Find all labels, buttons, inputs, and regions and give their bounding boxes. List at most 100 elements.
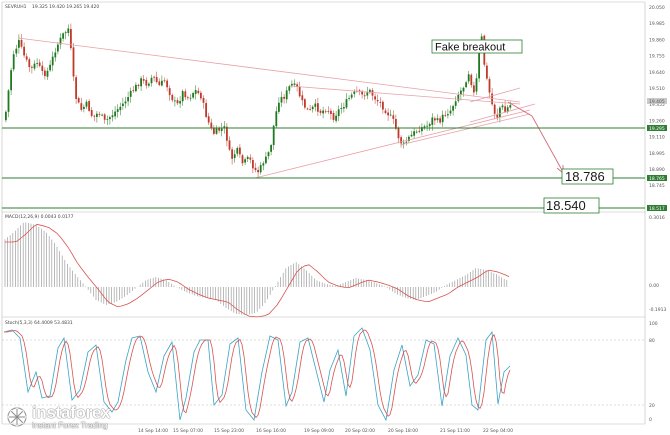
candle-body xyxy=(44,70,46,77)
candle-body xyxy=(202,98,205,103)
candle-body xyxy=(475,78,478,92)
candle-body xyxy=(447,114,449,116)
price-tick-label: 19.110 xyxy=(649,135,665,141)
candle-body xyxy=(59,37,62,45)
candle-body xyxy=(291,83,293,86)
candle-body xyxy=(244,159,246,163)
candle-body xyxy=(322,110,324,114)
candle-body xyxy=(158,81,161,86)
instaforex-logo-icon xyxy=(7,407,27,427)
candle-body xyxy=(493,104,496,114)
candle-body xyxy=(265,156,267,164)
candle-body xyxy=(135,84,137,92)
candle-body xyxy=(122,103,124,107)
descending-trendline-2 xyxy=(289,85,521,105)
candle-body xyxy=(272,125,275,146)
candle-body xyxy=(49,64,51,71)
candle-body xyxy=(36,63,38,64)
candle-body xyxy=(317,103,319,112)
price-tick-label: 19.755 xyxy=(649,54,665,60)
candle-body xyxy=(127,97,129,102)
candle-body xyxy=(176,100,179,104)
instaforex-watermark: instaforex Instant Forex Trading xyxy=(6,403,111,430)
candle-body xyxy=(496,114,499,118)
price-tick-label: 18.995 xyxy=(649,151,665,157)
support-price-tag: 19.295 xyxy=(649,126,665,132)
candle-body xyxy=(51,56,54,66)
price-tags: 19.405 19.295 18.765 18.517 xyxy=(647,98,667,212)
price-tick-label: 19.985 xyxy=(649,21,665,27)
candle-body xyxy=(304,99,306,108)
candle-body xyxy=(7,90,10,112)
candle-body xyxy=(457,94,460,101)
svg-text:Fake breakout: Fake breakout xyxy=(435,42,505,54)
price-tick-label: 19.355 xyxy=(649,102,665,108)
candle-body xyxy=(434,118,436,121)
macd-histogram xyxy=(4,222,508,315)
macd-tick-label: 0.3016 xyxy=(649,215,665,221)
candle-body xyxy=(168,88,171,96)
candle-body xyxy=(85,101,88,107)
candle-body xyxy=(340,107,343,109)
candle-body xyxy=(101,114,103,116)
candle-body xyxy=(226,126,228,141)
candle-body xyxy=(77,98,80,103)
candle-body xyxy=(319,110,322,113)
candle-body xyxy=(408,136,410,142)
candle-body xyxy=(98,113,101,115)
price-axis: 20.050 19.985 19.860 19.755 19.640 19.510 19.3… xyxy=(649,5,665,189)
candle-body xyxy=(140,78,142,87)
candle-body xyxy=(389,114,392,116)
candle-body xyxy=(174,100,176,102)
candle-body xyxy=(171,94,174,101)
candle-body xyxy=(189,97,192,99)
candle-body xyxy=(119,106,122,111)
time-tick-label: 22 Sep 04:00 xyxy=(483,428,513,434)
candle-body xyxy=(392,115,395,119)
watermark-brand: instaforex xyxy=(32,403,111,422)
candle-body xyxy=(114,111,116,117)
candle-body xyxy=(132,90,135,92)
candle-body xyxy=(205,103,207,117)
candle-body xyxy=(218,127,220,131)
candle-body xyxy=(155,77,158,83)
watermark-tagline: Instant Forex Trading xyxy=(32,421,108,430)
candle-body xyxy=(5,111,7,121)
candle-body xyxy=(163,80,166,82)
candle-body xyxy=(223,126,226,128)
forecast-arrow xyxy=(507,101,564,174)
stoch-tick-label: 80 xyxy=(649,338,655,344)
candle-body xyxy=(460,90,462,95)
candle-body xyxy=(441,114,444,123)
candle-body xyxy=(376,99,379,102)
candle-body xyxy=(449,110,452,114)
candle-body xyxy=(228,140,231,150)
candle-body xyxy=(382,101,384,110)
macd-axis: 0.3016 0.00 -0.1913 xyxy=(649,215,667,313)
candle-body xyxy=(215,128,218,134)
candle-body xyxy=(88,101,90,111)
candle-body xyxy=(337,109,340,117)
trendlines xyxy=(17,37,536,179)
stoch-axis: 100 80 20 0 xyxy=(649,321,658,423)
candle-body xyxy=(314,103,317,107)
candle-body xyxy=(327,111,330,113)
price-tick-label: 18.745 xyxy=(649,183,665,189)
candle-body xyxy=(311,106,314,110)
candle-body xyxy=(62,33,64,39)
descending-trendline xyxy=(17,37,521,103)
candle-body xyxy=(90,110,93,116)
time-tick-label: 15 Sep 23:00 xyxy=(214,428,244,434)
candle-body xyxy=(350,94,353,98)
candle-body xyxy=(184,91,187,98)
candle-body xyxy=(259,165,262,173)
candle-body xyxy=(415,131,418,133)
candle-body xyxy=(478,48,480,79)
time-axis: 14 Sep 14:00 15 Sep 07:00 15 Sep 23:00 16 S… xyxy=(138,428,513,434)
candle-body xyxy=(465,82,467,88)
candle-body xyxy=(366,92,369,96)
ohlc-label: 19.325 19.420 19.265 19.420 xyxy=(32,4,99,10)
candle-body xyxy=(103,114,106,120)
candle-body xyxy=(353,91,356,94)
